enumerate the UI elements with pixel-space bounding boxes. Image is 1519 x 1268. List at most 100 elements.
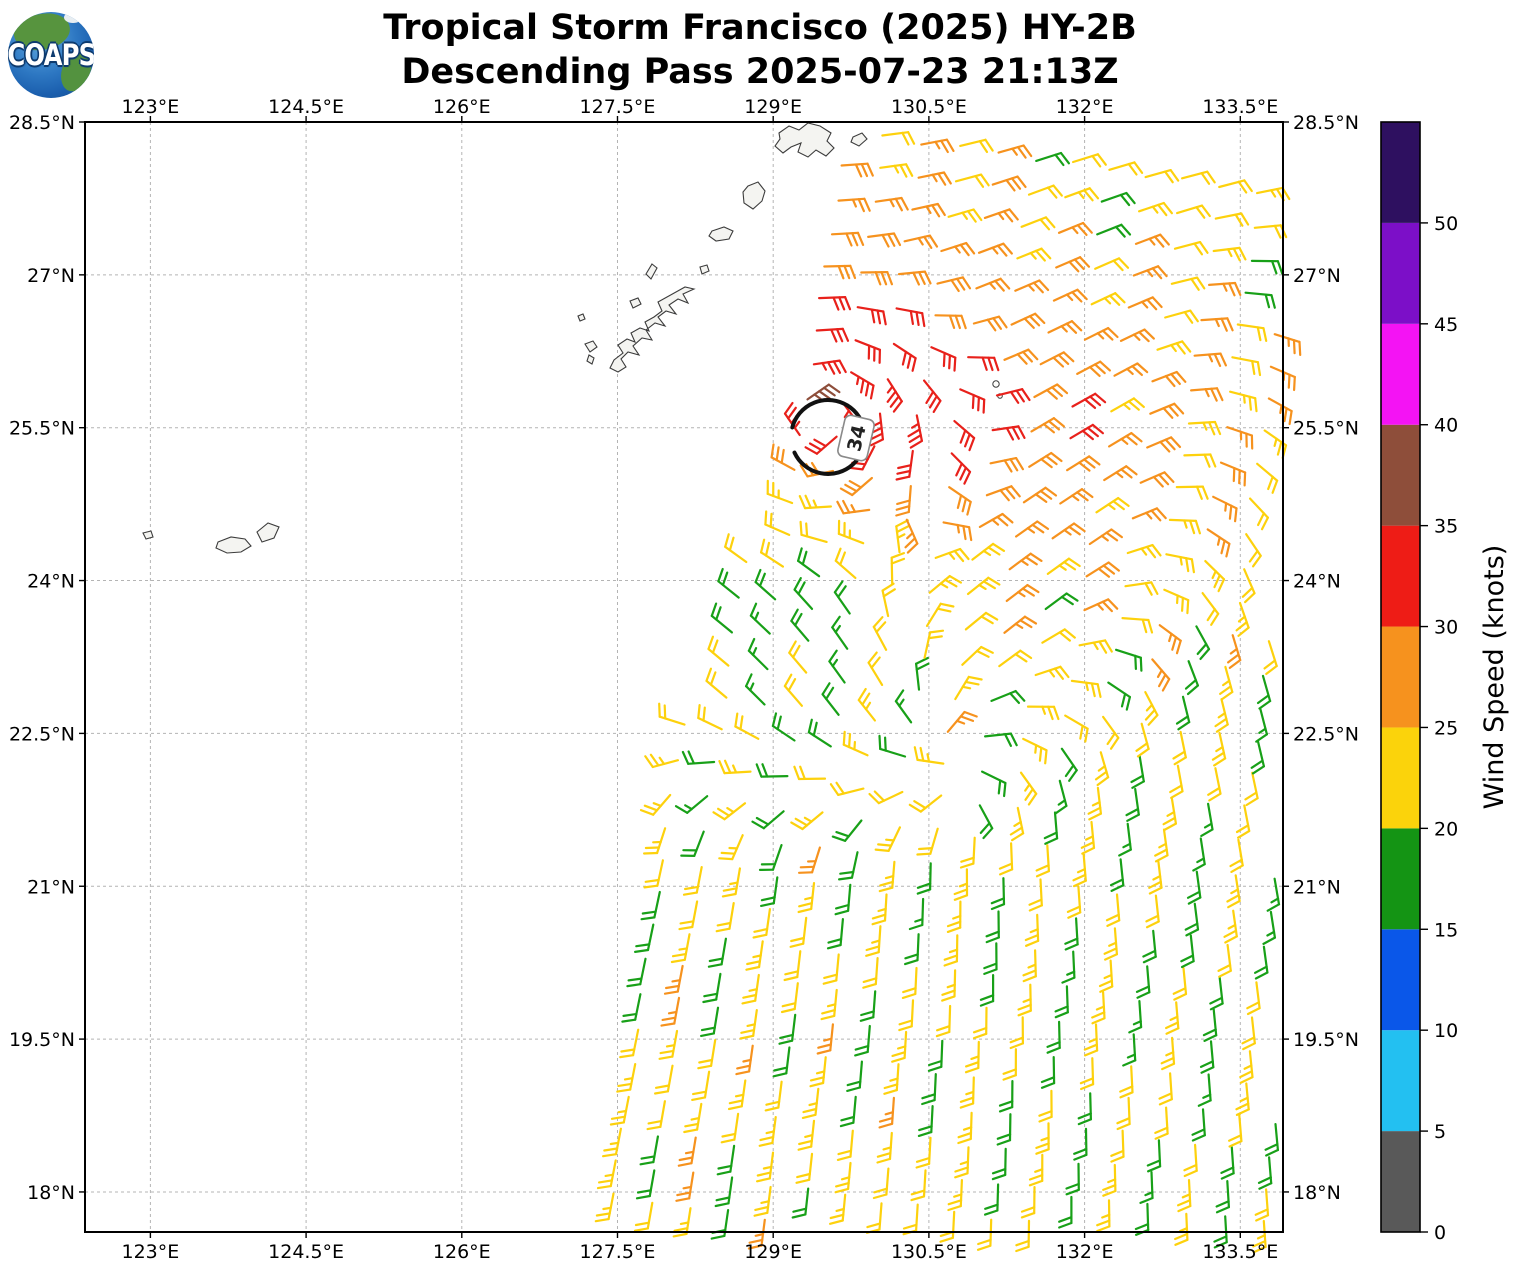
wind-barb — [945, 935, 958, 965]
y-tick-label-right: 21°N — [1293, 876, 1341, 898]
colorbar-segment — [1381, 1030, 1420, 1131]
wind-barb — [855, 1026, 870, 1055]
wind-barb — [876, 198, 908, 210]
wind-barb — [1085, 328, 1118, 340]
wind-barb — [703, 974, 720, 1002]
wind-barb — [622, 994, 640, 1021]
wind-barb — [1213, 497, 1236, 521]
wind-barb — [1252, 741, 1264, 773]
wind-barb — [1128, 545, 1161, 557]
wind-barb — [980, 514, 1013, 527]
wind-barb — [863, 958, 877, 988]
wind-barb — [884, 1064, 898, 1094]
wind-barb — [972, 544, 1004, 560]
y-tick-label-right: 25.5°N — [1293, 418, 1359, 440]
wind-barb — [635, 1203, 652, 1231]
wind-barb — [753, 811, 784, 828]
colorbar-tick-label: 35 — [1434, 516, 1458, 538]
x-tick-label-bottom: 132°E — [1056, 1241, 1114, 1263]
wind-barb — [760, 845, 782, 870]
colorbar-segment — [1381, 727, 1420, 828]
wind-barb — [978, 1220, 991, 1250]
wind-barb — [993, 177, 1026, 191]
wind-barb — [985, 734, 1017, 746]
wind-barb — [635, 925, 653, 952]
wind-barb — [1034, 385, 1067, 399]
island-coastline — [143, 531, 153, 539]
wind-barb — [1258, 676, 1270, 709]
wind-barb — [717, 903, 734, 931]
wind-barb — [882, 132, 914, 144]
wind-barb — [1186, 661, 1198, 694]
island-coastline — [578, 314, 585, 321]
wind-barb — [823, 683, 839, 715]
wind-barb — [1227, 875, 1239, 907]
wind-barb — [822, 990, 837, 1019]
wind-barb — [878, 1133, 892, 1163]
colorbar-tick-label: 25 — [1434, 717, 1458, 739]
wind-barb — [921, 140, 953, 152]
island-coastline — [610, 287, 694, 372]
wind-barb — [692, 1072, 709, 1100]
wind-barb — [905, 236, 937, 248]
wind-barb — [684, 867, 702, 895]
wind-barb — [992, 878, 1004, 909]
wind-barb — [1028, 707, 1058, 719]
wind-barb — [1111, 1131, 1123, 1162]
wind-barb — [797, 1154, 813, 1183]
wind-barb — [948, 902, 961, 932]
wind-barb — [944, 522, 972, 540]
y-tick-label-left: 27°N — [27, 265, 75, 287]
wind-barb — [1103, 1165, 1115, 1196]
wind-barb — [1255, 225, 1286, 237]
wind-barb — [722, 1114, 738, 1142]
wind-barb — [799, 848, 820, 873]
wind-barb — [765, 512, 789, 535]
wind-barb — [873, 895, 887, 925]
wind-barb — [1127, 789, 1139, 821]
wind-barb — [981, 975, 993, 1006]
wind-barb — [1068, 887, 1080, 918]
coastline-layer — [143, 123, 1002, 553]
y-tick-label-left: 24°N — [27, 571, 75, 593]
wind-barb — [937, 1006, 950, 1036]
wind-barb — [676, 1173, 693, 1201]
wind-barb — [916, 658, 928, 690]
wind-barb — [897, 308, 925, 326]
colorbar-segment — [1381, 223, 1420, 324]
x-tick-label-bottom: 127.5°E — [580, 1241, 656, 1263]
wind-barb — [1210, 978, 1222, 1010]
y-tick-label-left: 28.5°N — [9, 112, 75, 134]
wind-barb — [1005, 350, 1038, 364]
wind-barb — [1048, 1022, 1060, 1053]
wind-barb — [698, 1040, 715, 1068]
colorbar-axis-label: Wind Speed (knots) — [1479, 545, 1510, 810]
wind-barb — [1177, 697, 1189, 730]
wind-barb — [645, 755, 678, 767]
wind-barb — [868, 234, 900, 247]
colorbar-tick-label: 20 — [1434, 818, 1458, 840]
wind-barb — [844, 732, 868, 756]
wind-barb — [1149, 862, 1161, 894]
wind-barb — [896, 486, 911, 515]
wind-barb — [858, 307, 886, 324]
wind-barb — [1062, 749, 1077, 781]
wind-barb — [801, 522, 827, 542]
wind-barb — [1129, 1001, 1141, 1032]
wind-barb — [906, 520, 918, 553]
wind-barb — [1170, 520, 1200, 533]
wind-barb — [620, 1030, 638, 1057]
wind-barb — [684, 1104, 701, 1132]
wind-barb — [896, 690, 911, 722]
wind-barb — [1237, 603, 1249, 636]
wind-barb — [1148, 1140, 1160, 1171]
wind-barb — [1221, 463, 1245, 486]
wind-barb — [836, 1163, 851, 1192]
wind-barb — [1021, 773, 1036, 805]
wind-barb — [714, 803, 746, 819]
island-coastline — [743, 182, 765, 209]
wind-barb — [611, 1097, 629, 1125]
wind-barb — [1238, 325, 1266, 341]
logo-text: COAPS — [8, 38, 94, 72]
wind-barb — [1268, 879, 1279, 911]
